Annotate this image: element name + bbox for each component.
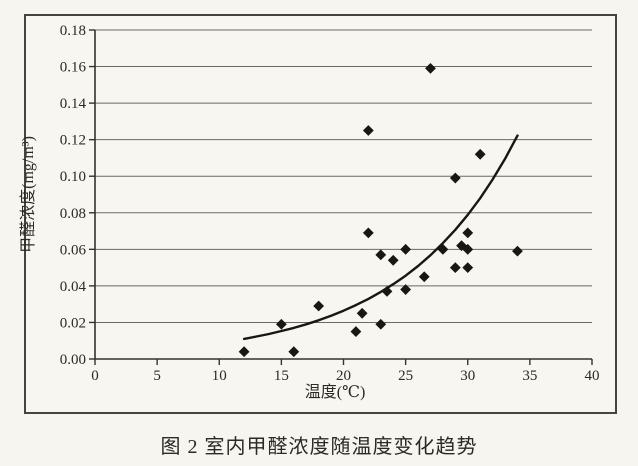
data-point <box>350 326 362 337</box>
y-tick-label: 0.14 <box>60 96 87 112</box>
y-axis-title: 甲醛浓度(mg/m³) <box>19 136 37 253</box>
data-point <box>400 243 412 255</box>
y-tick-label: 0.18 <box>60 23 86 39</box>
y-tick-label: 0.16 <box>60 60 87 76</box>
y-tick-label: 0.12 <box>60 133 86 149</box>
x-tick-label: 5 <box>153 368 161 384</box>
data-point <box>418 271 430 283</box>
y-tick-label: 0.06 <box>60 242 87 258</box>
data-point <box>437 243 449 255</box>
x-tick-label: 30 <box>460 368 475 384</box>
figure-caption: 图 2 室内甲醛浓度随温度变化趋势 <box>160 436 478 458</box>
data-point <box>275 318 287 330</box>
y-tick-label: 0.08 <box>60 206 86 222</box>
x-tick-label: 15 <box>274 368 289 384</box>
x-tick-label: 10 <box>212 368 227 384</box>
data-point <box>375 249 387 261</box>
y-tick-label: 0.00 <box>60 352 86 368</box>
data-point <box>462 227 474 239</box>
data-point <box>362 125 374 136</box>
data-point <box>387 254 399 266</box>
data-point <box>362 227 374 239</box>
data-point <box>356 307 368 319</box>
x-tick-label: 35 <box>522 368 537 384</box>
data-point <box>462 262 474 274</box>
data-point <box>474 148 486 160</box>
data-point <box>425 62 436 74</box>
x-axis-title: 温度(℃) <box>305 383 366 401</box>
data-point <box>449 262 461 274</box>
data-point <box>288 346 300 358</box>
data-point <box>238 346 250 358</box>
y-tick-label: 0.10 <box>60 169 86 185</box>
data-point <box>449 172 461 184</box>
x-tick-label: 20 <box>336 368 351 384</box>
trend-curve <box>242 134 519 341</box>
data-point <box>462 243 474 255</box>
y-tick-label: 0.04 <box>60 279 87 295</box>
x-tick-label: 40 <box>585 368 600 384</box>
data-point <box>512 245 523 257</box>
x-tick-label: 25 <box>398 368 413 384</box>
data-point <box>400 284 412 295</box>
data-point <box>375 318 387 330</box>
data-point <box>381 285 393 297</box>
figure-frame <box>24 14 617 414</box>
data-point <box>313 300 325 312</box>
y-tick-label: 0.02 <box>60 315 86 331</box>
x-tick-label: 0 <box>91 368 99 384</box>
